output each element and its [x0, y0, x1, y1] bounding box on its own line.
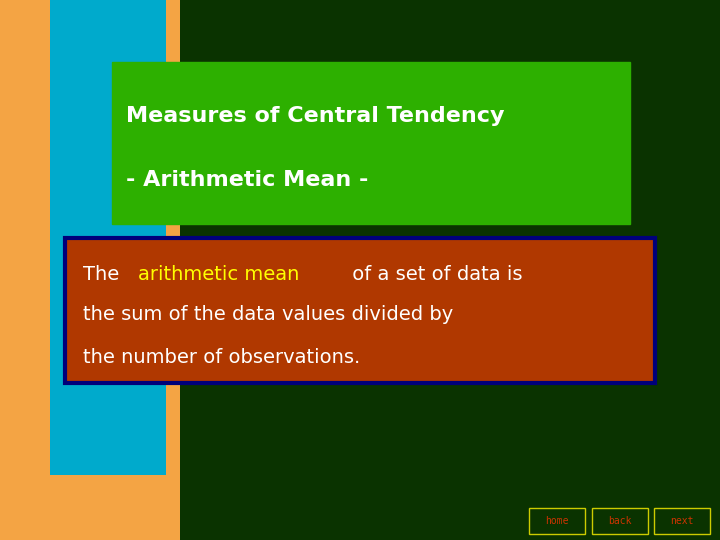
Bar — [65, 238, 655, 383]
Bar — [50, 0, 166, 475]
Bar — [0, 0, 180, 540]
Bar — [654, 508, 710, 534]
Text: of a set of data is: of a set of data is — [346, 265, 523, 284]
Text: the number of observations.: the number of observations. — [83, 348, 360, 367]
Text: the sum of the data values divided by: the sum of the data values divided by — [83, 306, 453, 325]
Text: back: back — [608, 516, 631, 525]
Text: - Arithmetic Mean -: - Arithmetic Mean - — [126, 170, 369, 191]
Text: arithmetic mean: arithmetic mean — [138, 265, 299, 284]
Bar — [112, 62, 630, 224]
Text: next: next — [670, 516, 693, 525]
Text: Measures of Central Tendency: Measures of Central Tendency — [126, 105, 505, 126]
Text: The: The — [83, 265, 125, 284]
Bar — [529, 508, 585, 534]
Bar — [592, 508, 648, 534]
Text: home: home — [546, 516, 569, 525]
